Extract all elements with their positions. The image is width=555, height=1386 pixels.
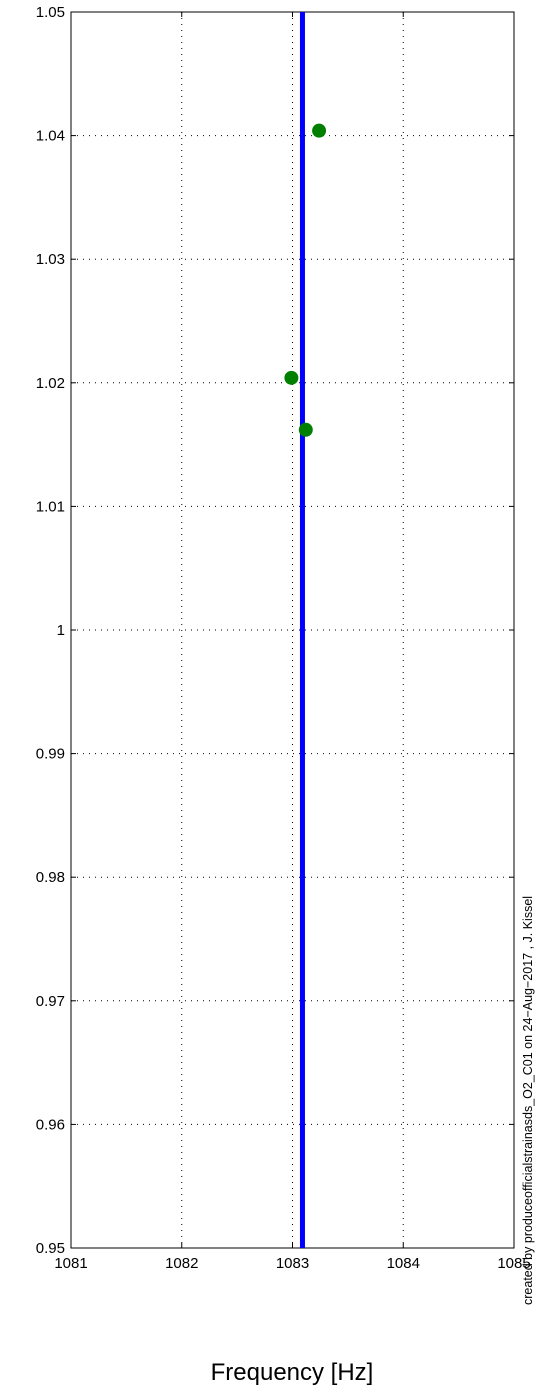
x-tick-label: 1082 [165,1255,198,1272]
y-tick-label: 1.05 [36,4,65,21]
y-tick-label: 0.96 [36,1116,65,1133]
y-tick-label: 0.97 [36,993,65,1010]
point [284,370,299,385]
x-tick-label: 1085 [497,1255,530,1272]
annotation: created by produceofficialstrainasds_O2_… [521,896,535,1305]
y-tick-label: 1.02 [36,375,65,392]
x-axis-label: Frequency [Hz] [211,1359,374,1386]
y-tick-label: 1.01 [36,498,65,515]
y-tick-label: 0.95 [36,1240,65,1257]
y-tick-label: 1.03 [36,251,65,268]
x-tick-label: 1083 [276,1255,309,1272]
y-tick-label: 1.04 [36,128,65,145]
x-tick-label: 1081 [54,1255,87,1272]
point [298,422,313,437]
point [312,123,327,138]
y-tick-label: 0.98 [36,869,65,886]
y-tick-label: 0.99 [36,746,65,763]
x-tick-label: 1084 [387,1255,420,1272]
y-tick-label: 1 [57,622,65,639]
